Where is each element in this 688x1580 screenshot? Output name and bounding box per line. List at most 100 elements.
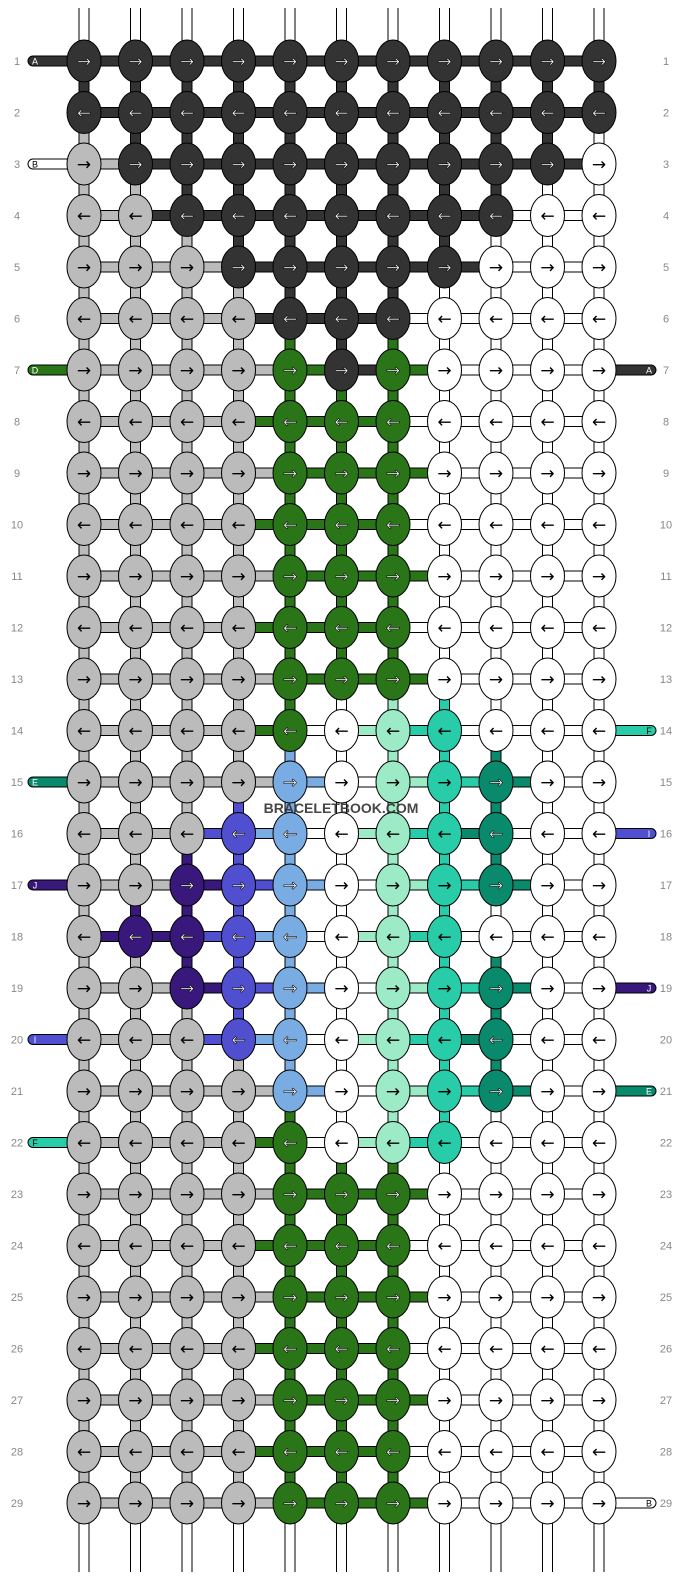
knot: ← xyxy=(375,812,411,855)
arrow-right-icon: → xyxy=(489,670,503,690)
arrow-right-icon: → xyxy=(437,876,451,896)
knot-shape xyxy=(375,1275,411,1319)
arrow-right-icon: → xyxy=(489,773,503,793)
knot-shape xyxy=(324,1378,359,1422)
knot: → xyxy=(324,451,359,495)
row-number: 3 xyxy=(663,159,669,171)
knot: → xyxy=(324,1172,359,1216)
knots-layer: → → → → → → → → → → → ← ← ← ← ← ← ← ← ← ← ← → → → → → → → → → → → ← ← ← ← ← ← ←… xyxy=(66,39,617,1525)
arrow-left-icon: ← xyxy=(231,1443,245,1463)
knot-shape xyxy=(375,451,411,495)
knot-shape xyxy=(221,451,256,495)
knot-shape xyxy=(581,142,617,186)
knot: ← xyxy=(169,709,205,752)
arrow-left-icon: ← xyxy=(283,619,297,639)
knot: ← xyxy=(272,91,308,134)
knot-shape xyxy=(427,142,462,186)
arrow-left-icon: ← xyxy=(180,619,194,639)
knot: → xyxy=(581,760,617,804)
arrow-left-icon: ← xyxy=(489,413,503,433)
arrow-right-icon: → xyxy=(334,567,348,587)
arrow-right-icon: → xyxy=(437,52,451,72)
row-number: 8 xyxy=(663,417,669,429)
knot-shape xyxy=(375,863,411,907)
arrow-left-icon: ← xyxy=(437,413,451,433)
knot: → xyxy=(530,1275,565,1319)
knot-shape xyxy=(169,400,205,443)
knot-shape xyxy=(272,194,308,237)
arrow-right-icon: → xyxy=(592,979,606,999)
knot-shape xyxy=(324,245,359,289)
knot: → xyxy=(375,1275,411,1319)
knot-shape xyxy=(66,1018,102,1061)
arrow-left-icon: ← xyxy=(283,1340,297,1360)
arrow-left-icon: ← xyxy=(334,516,348,536)
arrow-left-icon: ← xyxy=(386,1134,400,1154)
knot-shape xyxy=(221,245,256,289)
arrow-left-icon: ← xyxy=(231,1340,245,1360)
knot-shape xyxy=(169,709,205,752)
knot-shape xyxy=(272,297,308,340)
knot-shape xyxy=(530,1481,565,1525)
knot-shape xyxy=(118,863,153,907)
knot: ← xyxy=(118,1327,153,1370)
knot-shape xyxy=(118,194,153,237)
knot: → xyxy=(221,1378,256,1422)
arrow-right-icon: → xyxy=(180,1185,194,1205)
arrow-right-icon: → xyxy=(540,1082,554,1102)
knot: → xyxy=(530,1378,565,1422)
knot: → xyxy=(530,1481,565,1525)
knot: ← xyxy=(169,1121,205,1164)
knot-shape xyxy=(272,1275,308,1319)
arrow-left-icon: ← xyxy=(540,310,554,330)
row-number: 20 xyxy=(11,1035,23,1047)
row-number: 22 xyxy=(660,1138,672,1150)
knot: ← xyxy=(169,606,205,649)
arrow-right-icon: → xyxy=(77,876,91,896)
knot-shape xyxy=(118,966,153,1010)
arrow-right-icon: → xyxy=(540,1391,554,1411)
knot: ← xyxy=(427,709,462,752)
knot: → xyxy=(324,348,359,392)
arrow-right-icon: → xyxy=(77,567,91,587)
knot-shape xyxy=(118,606,153,649)
arrow-left-icon: ← xyxy=(334,1340,348,1360)
knot-shape xyxy=(478,760,514,804)
knot: ← xyxy=(169,91,205,134)
knot-shape xyxy=(324,39,359,83)
knot: ← xyxy=(375,606,411,649)
knot: → xyxy=(581,142,617,186)
knot: → xyxy=(324,245,359,289)
knot-shape xyxy=(375,1121,411,1164)
arrow-right-icon: → xyxy=(231,464,245,484)
knot-shape xyxy=(478,451,514,495)
knot-shape xyxy=(324,348,359,392)
knot: ← xyxy=(324,1327,359,1370)
knot-shape xyxy=(118,1378,153,1422)
row-number: 25 xyxy=(660,1292,672,1304)
arrow-right-icon: → xyxy=(128,361,142,381)
knot: ← xyxy=(118,1121,153,1164)
knot-shape xyxy=(221,1378,256,1422)
arrow-left-icon: ← xyxy=(540,1237,554,1257)
arrow-right-icon: → xyxy=(489,979,503,999)
arrow-left-icon: ← xyxy=(334,619,348,639)
knot: ← xyxy=(530,1224,565,1267)
arrow-right-icon: → xyxy=(592,361,606,381)
knot-shape xyxy=(427,657,462,701)
knot: → xyxy=(221,348,256,392)
knot: ← xyxy=(169,297,205,340)
arrow-right-icon: → xyxy=(128,258,142,278)
row-number: 28 xyxy=(11,1447,23,1459)
knot-shape xyxy=(169,245,205,289)
knot-shape xyxy=(272,812,308,855)
arrow-left-icon: ← xyxy=(128,1443,142,1463)
knot-shape xyxy=(478,1018,514,1061)
arrow-right-icon: → xyxy=(540,876,554,896)
arrow-right-icon: → xyxy=(231,155,245,175)
knot: → xyxy=(530,39,565,83)
knot-shape xyxy=(66,142,102,186)
knot: ← xyxy=(375,1430,411,1473)
knot-shape xyxy=(324,297,359,340)
knot: → xyxy=(530,245,565,289)
